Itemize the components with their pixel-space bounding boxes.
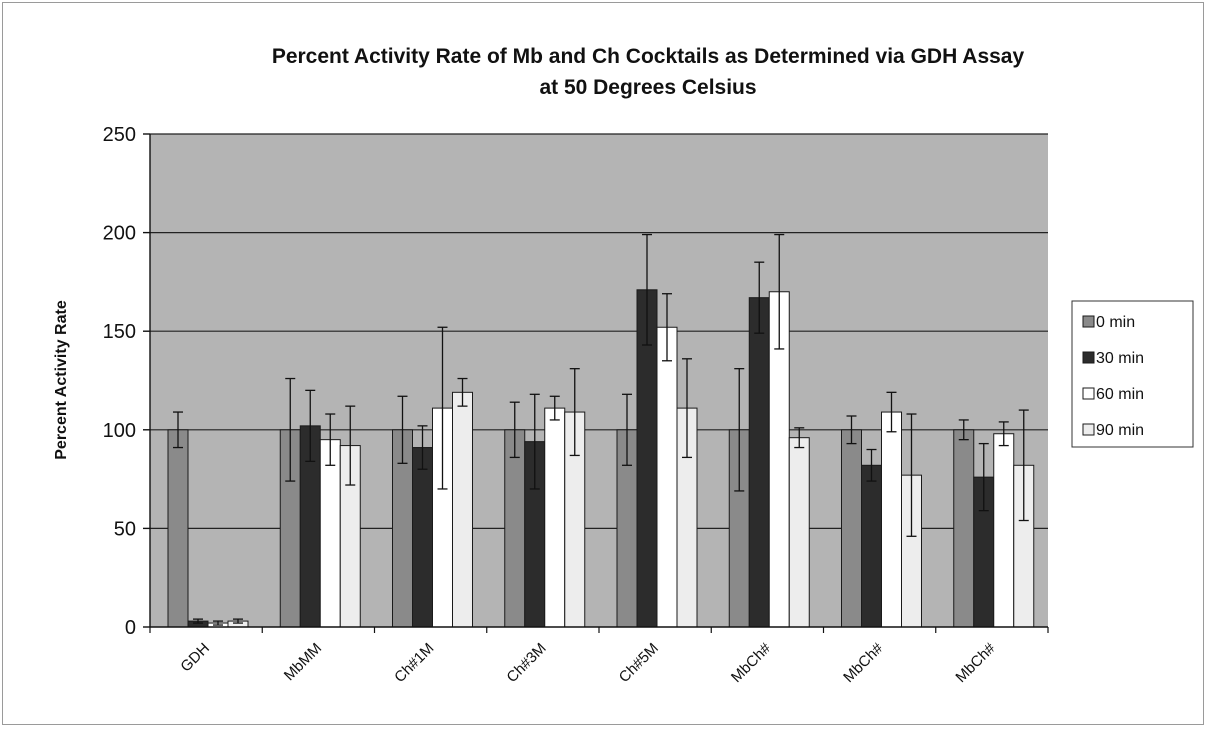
error-bar-5-90-min [682, 358, 692, 459]
legend: 0 min 30 min 60 min 90 min [1071, 300, 1194, 448]
error-bar-1-90-min [233, 618, 243, 624]
y-tick-label-50: 50 [114, 518, 136, 540]
x-tick-label-2: MbMM [281, 640, 325, 684]
error-bar-8-30-min [978, 442, 989, 512]
error-bar-5-0-min [622, 393, 632, 466]
bar-6-30-min [748, 297, 770, 628]
x-tick-label-7: MbCh# [840, 639, 887, 686]
error-bar-4-90-min [569, 368, 580, 457]
error-bar-6-90-min [794, 427, 805, 449]
error-bar-6-0-min [734, 368, 745, 492]
x-tick-label-5: Ch#5M [616, 640, 662, 686]
chart-title-line1: Percent Activity Rate of Mb and Ch Cockt… [272, 45, 1025, 68]
bar-6-90-min [788, 437, 810, 628]
y-axis-label: Percent Activity Rate [53, 300, 70, 460]
error-bar-4-60-min [549, 395, 560, 421]
x-tick-label-8: MbCh# [952, 639, 999, 686]
error-bar-6-30-min [754, 261, 765, 334]
x-tick-label-1: GDH [177, 640, 213, 676]
bar-3-30-min [412, 447, 433, 628]
bar-5-60-min [656, 326, 678, 628]
error-bar-7-0-min [846, 415, 857, 445]
error-bar-5-60-min [662, 293, 672, 362]
bar-1-0-min [167, 429, 189, 628]
error-bar-3-0-min [397, 395, 408, 464]
error-bar-5-30-min [642, 233, 652, 346]
error-bar-2-90-min [345, 405, 356, 486]
error-bar-2-0-min [285, 377, 296, 482]
legend-label-60-min: 60 min [1096, 386, 1144, 403]
bar-7-30-min [861, 464, 882, 628]
x-tick-label-6: MbCh# [728, 639, 775, 686]
y-tick-label-100: 100 [103, 420, 136, 442]
bar-3-90-min [452, 391, 473, 628]
legend-label-0-min: 0 min [1096, 314, 1135, 331]
error-bar-8-60-min [998, 421, 1009, 447]
error-bar-7-30-min [866, 448, 877, 482]
bar-4-0-min [504, 429, 526, 628]
bar-8-0-min [953, 429, 975, 628]
bar-7-0-min [841, 429, 862, 628]
error-bar-4-0-min [509, 401, 520, 459]
error-bar-1-30-min [193, 618, 203, 624]
chart-title-line2: at 50 Degrees Celsius [539, 76, 756, 99]
error-bar-8-90-min [1018, 409, 1029, 522]
x-tick-labels: GDH MbMM Ch#1M Ch#3M Ch#5M MbCh# MbCh# MbCh# [177, 639, 999, 686]
x-tick-label-4: Ch#3M [503, 640, 549, 686]
legend-swatch-90-min [1082, 423, 1095, 436]
error-bar-8-0-min [958, 419, 969, 441]
y-tick-label-150: 150 [103, 321, 136, 343]
x-tick-label-3: Ch#1M [391, 640, 437, 686]
error-bar-1-0-min [173, 411, 183, 449]
error-bar-2-30-min [305, 389, 316, 463]
error-bar-3-30-min [417, 425, 428, 470]
legend-swatch-0-min [1082, 315, 1095, 328]
error-bar-7-60-min [886, 391, 897, 433]
legend-label-30-min: 30 min [1096, 350, 1144, 367]
y-tick-labels: 0 50 100 150 200 250 [103, 124, 136, 639]
y-tick-label-250: 250 [103, 124, 136, 146]
error-bar-4-30-min [529, 393, 540, 490]
error-bar-6-60-min [774, 233, 785, 350]
error-bars [173, 233, 1029, 626]
bar-4-60-min [544, 407, 566, 628]
bar-7-60-min [881, 411, 902, 628]
legend-label-90-min: 90 min [1096, 422, 1144, 439]
legend-swatch-30-min [1082, 351, 1095, 364]
bar-2-60-min [319, 439, 341, 628]
error-bar-1-60-min [213, 620, 223, 626]
error-bar-3-60-min [437, 326, 448, 490]
y-tick-label-200: 200 [103, 223, 136, 245]
legend-swatch-60-min [1082, 387, 1095, 400]
error-bar-2-60-min [325, 413, 336, 466]
axes [143, 133, 1049, 633]
error-bar-3-90-min [457, 377, 468, 407]
error-bar-7-90-min [906, 413, 917, 537]
y-tick-label-0: 0 [125, 617, 136, 639]
bar-8-60-min [993, 433, 1015, 628]
